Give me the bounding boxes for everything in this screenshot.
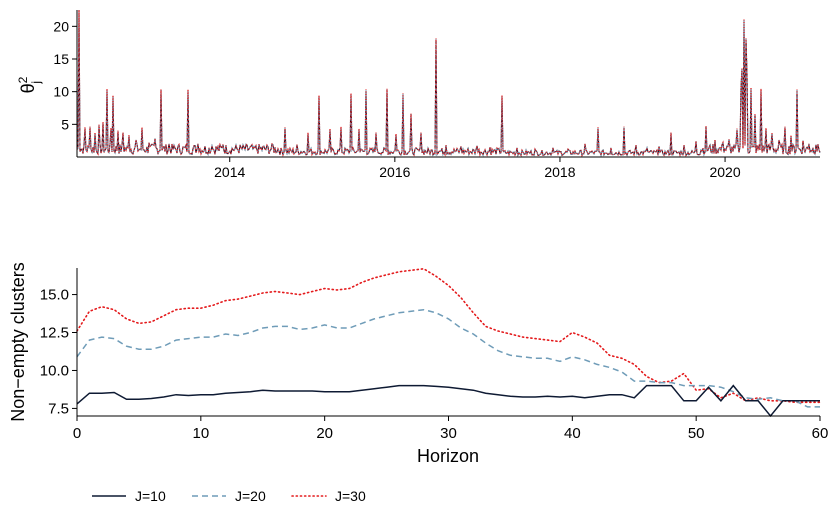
top-panel: 2014 2016 2018 2020 5 10 15 20 θ2j bbox=[16, 9, 821, 180]
series-line-j30 bbox=[76, 267, 821, 404]
top-y-tick-label: 15 bbox=[53, 51, 69, 67]
bottom-y-tick-label: 12.5 bbox=[40, 325, 69, 342]
top-x-tick-label: 2020 bbox=[709, 164, 740, 180]
bottom-x-tick-label: 0 bbox=[73, 425, 81, 442]
series-line-j20 bbox=[76, 308, 820, 408]
legend: J=10 J=20 J=30 bbox=[92, 488, 366, 504]
series-line-j10 bbox=[76, 384, 820, 418]
top-x-tick-label: 2014 bbox=[214, 164, 245, 180]
bottom-panel: 0 10 20 30 40 50 60 7.5 10.0 12.5 15.0 Horizon No… bbox=[8, 262, 828, 466]
bottom-x-tick-label: 10 bbox=[192, 425, 209, 442]
bottom-y-tick-label: 10.0 bbox=[40, 362, 69, 379]
top-y-tick-label: 5 bbox=[61, 116, 69, 132]
top-y-tick-label: 10 bbox=[53, 84, 69, 100]
top-y-tick-label: 20 bbox=[53, 18, 69, 34]
top-x-tick-label: 2018 bbox=[544, 164, 575, 180]
bottom-x-tick-label: 50 bbox=[688, 425, 705, 442]
top-y-ticks: 5 10 15 20 bbox=[53, 18, 77, 132]
legend-label: J=20 bbox=[235, 488, 266, 504]
bottom-x-ticks: 0 10 20 30 40 50 60 bbox=[73, 416, 829, 442]
bottom-x-tick-label: 30 bbox=[440, 425, 457, 442]
bottom-x-axis-label: Horizon bbox=[417, 446, 479, 466]
bottom-x-tick-label: 40 bbox=[564, 425, 581, 442]
top-x-tick-label: 2016 bbox=[379, 164, 410, 180]
bottom-y-tick-label: 7.5 bbox=[48, 400, 69, 417]
top-series-j20 bbox=[76, 9, 821, 157]
top-y-axis-label: θ2j bbox=[16, 76, 43, 93]
bottom-y-axis-label: Non−empty clusters bbox=[8, 262, 28, 422]
top-series-j30 bbox=[76, 9, 821, 158]
bottom-x-tick-label: 60 bbox=[812, 425, 829, 442]
bottom-y-tick-label: 15.0 bbox=[40, 287, 69, 304]
bottom-y-ticks: 7.5 10.0 12.5 15.0 bbox=[40, 287, 77, 417]
legend-label: J=30 bbox=[335, 488, 366, 504]
bottom-x-tick-label: 20 bbox=[316, 425, 333, 442]
top-x-ticks: 2014 2016 2018 2020 bbox=[214, 157, 741, 180]
legend-label: J=10 bbox=[135, 488, 166, 504]
top-spike-series bbox=[76, 9, 821, 158]
bottom-series-group bbox=[76, 267, 821, 418]
